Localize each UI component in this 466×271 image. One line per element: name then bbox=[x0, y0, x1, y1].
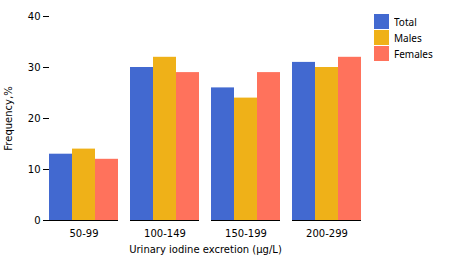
html-text:Females: Females bbox=[394, 46, 433, 61]
svg-text:Frequency,%: Frequency,% bbox=[3, 86, 14, 150]
svg-text:30: 30 bbox=[28, 62, 41, 73]
svg-text:0: 0 bbox=[34, 215, 40, 226]
html-text:Males: Males bbox=[394, 30, 422, 45]
svg-text:20: 20 bbox=[28, 113, 41, 124]
svg-text:150-199: 150-199 bbox=[225, 228, 267, 239]
svg-text:50-99: 50-99 bbox=[69, 228, 98, 239]
svg-text:200-299: 200-299 bbox=[306, 228, 348, 239]
svg-text:100-149: 100-149 bbox=[144, 228, 186, 239]
svg-text:10: 10 bbox=[28, 164, 41, 175]
svg-text:40: 40 bbox=[28, 11, 41, 22]
svg-text:Urinary iodine excretion (μg/L: Urinary iodine excretion (μg/L) bbox=[129, 244, 282, 255]
html-text:Total: Total bbox=[394, 14, 417, 29]
